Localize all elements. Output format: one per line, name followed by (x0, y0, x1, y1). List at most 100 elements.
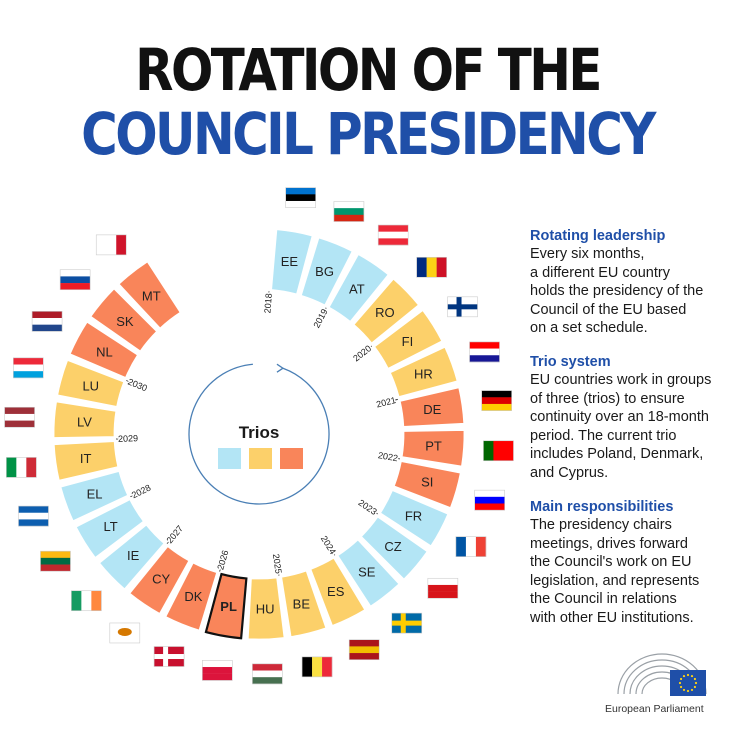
flag-ee-icon (285, 187, 316, 208)
side-text: continuity over an 18-month (530, 409, 709, 425)
trios-label: Trios (239, 423, 280, 442)
flag-fi-icon (447, 296, 478, 318)
country-code-label: DK (184, 589, 202, 604)
year-label: 2030 (126, 377, 148, 394)
year-tick (378, 398, 398, 405)
flag-se-icon (391, 612, 423, 634)
year-tick (275, 555, 280, 576)
country-code-label: LV (77, 414, 92, 429)
country-code-label: BG (315, 264, 334, 279)
year-label: 2019 (311, 307, 329, 329)
presidency-segment-ie (99, 524, 165, 590)
side-section-rotating: Rotating leadership Every six months, a … (530, 227, 730, 338)
side-text: The presidency chairs (530, 517, 672, 533)
flag-dk-icon (153, 646, 185, 667)
side-section-responsibilities: Main responsibilities The presidency cha… (530, 498, 730, 627)
flag-cz-icon (427, 577, 459, 599)
year-label: 2020 (351, 343, 373, 363)
side-text: EU countries work in groups (530, 372, 712, 388)
country-code-label: EL (87, 486, 103, 501)
presidency-segment-es (310, 557, 366, 626)
presidency-segment-ee (271, 229, 313, 295)
flag-de-icon (481, 390, 512, 411)
country-code-label: SE (358, 564, 376, 579)
side-text: legislation, and represents (530, 572, 700, 589)
country-code-label: AT (349, 281, 365, 296)
arrow-head-icon (276, 363, 285, 373)
european-parliament-logo (617, 653, 707, 696)
trio-swatch-blue (218, 448, 241, 469)
year-tick (130, 487, 149, 498)
year-tick (116, 437, 137, 440)
country-code-label: MT (142, 289, 161, 304)
country-code-label: LT (103, 519, 117, 534)
year-tick (267, 291, 270, 312)
year-label: 2025 (271, 553, 284, 574)
year-tick (380, 454, 400, 460)
flag-pl-icon (202, 660, 233, 681)
side-text: a different EU country (530, 264, 670, 281)
presidency-segment-mt (118, 261, 181, 329)
presidency-segment-hr (389, 346, 458, 397)
presidency-segment-ro (353, 278, 419, 344)
flag-be-icon (301, 656, 333, 678)
presidency-segment-fr (380, 490, 449, 547)
country-code-label: SK (116, 314, 134, 329)
presidency-segment-fi (374, 310, 443, 369)
flag-el-icon (18, 505, 49, 527)
presidency-segment-lv (53, 401, 117, 438)
year-label: 2024 (319, 534, 338, 556)
side-text: and Cyprus. (530, 464, 609, 481)
side-text: period. The current trio (530, 427, 677, 444)
trio-swatch-orange (280, 448, 303, 469)
country-code-label: SI (421, 475, 433, 490)
presidency-segment-cz (360, 516, 428, 580)
title-line-2: COUNCIL PRESIDENCY (81, 100, 656, 168)
presidency-segment-hu (247, 577, 285, 640)
presidency-segment-si (393, 461, 461, 508)
country-code-label: PL (220, 599, 237, 614)
side-heading: Trio system (530, 354, 611, 370)
trio-swatch-yellow (249, 448, 272, 469)
flag-mt-icon (95, 234, 127, 256)
country-code-label: NL (96, 344, 113, 359)
presidency-segment-bg (300, 237, 353, 306)
presidency-segment-pt (401, 430, 465, 467)
year-label: 2029 (118, 433, 138, 444)
flag-hu-icon (252, 663, 283, 685)
side-heading: Main responsibilities (530, 499, 674, 515)
presidency-segment-lt (75, 499, 144, 558)
side-section-trio: Trio system EU countries work in groups … (530, 353, 730, 482)
country-code-label: FR (405, 509, 422, 524)
year-tick (355, 345, 372, 359)
side-text: the Council's work on EU (530, 554, 692, 570)
year-label: 2027 (165, 523, 186, 545)
side-text: the Council in relations (530, 591, 677, 607)
presidency-segment-at (328, 254, 389, 322)
side-text: includes Poland, Denmark, (530, 446, 704, 462)
flag-sk-icon (59, 269, 91, 291)
title-line-1: ROTATION OF THE (135, 36, 602, 104)
side-text: on a set schedule. (530, 320, 648, 336)
presidency-segment-de (399, 387, 465, 427)
presidency-segment-dk (165, 562, 218, 631)
country-code-label: ES (327, 584, 345, 599)
country-code-label: EE (281, 254, 299, 269)
country-code-label: HR (414, 367, 433, 382)
country-code-label: HU (256, 601, 275, 616)
side-text: with other EU institutions. (530, 609, 694, 626)
year-tick (316, 307, 327, 326)
presidency-segment-sk (90, 288, 158, 352)
flag-pt-icon (483, 440, 514, 462)
country-code-label: BE (293, 596, 311, 611)
flag-cy-icon (109, 622, 141, 644)
flag-it-icon (6, 457, 37, 478)
presidency-segment-el (60, 471, 129, 522)
side-heading: Rotating leadership (530, 228, 666, 244)
side-text: holds the presidency of the (530, 283, 704, 299)
year-tick (166, 527, 181, 544)
country-code-label: CZ (384, 539, 401, 554)
presidency-segment-cy (129, 546, 190, 614)
flag-si-icon (474, 489, 506, 511)
